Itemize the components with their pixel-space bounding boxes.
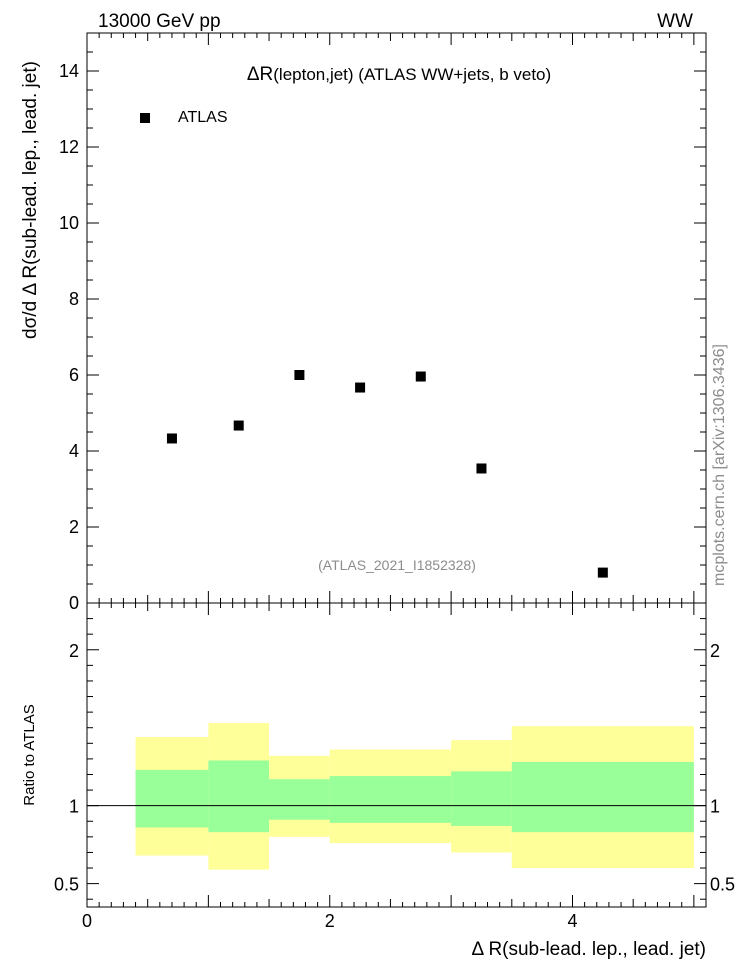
x-tick-label: 2 (325, 911, 335, 931)
side-note: mcplots.cern.ch [arXiv:1306.3436] (711, 344, 728, 586)
ratio-y-label: Ratio to ATLAS (21, 704, 38, 805)
main-y-tick-label: 4 (69, 441, 79, 461)
atlas-data-points (166, 370, 608, 578)
ratio-bands (135, 723, 694, 870)
atlas-data-point (294, 370, 305, 380)
ratio-inner-band (135, 769, 209, 828)
x-axis-label: Δ R(sub-lead. lep., lead. jet) (472, 939, 706, 960)
main-y-tick-label: 12 (59, 137, 79, 157)
main-title: ΔR(lepton,jet) (ATLAS WW+jets, b veto) (247, 64, 551, 85)
main-y-ticks: 0 2 4 6 8 10 12 14 (59, 32, 706, 613)
atlas-data-point (415, 371, 426, 382)
ratio-y-ticks: 0.5 0.5 1 1 2 2 (54, 618, 735, 900)
ratio-y-tick-label-right: 2 (710, 641, 720, 661)
atlas-data-point (597, 567, 608, 578)
ratio-inner-band (329, 776, 452, 823)
ratio-inner-band (208, 760, 270, 833)
analysis-label: (ATLAS_2021_I1852328) (318, 557, 476, 573)
main-title-rest: (lepton,jet) (ATLAS WW+jets, b veto) (273, 65, 551, 84)
ratio-y-tick-label: 2 (69, 641, 79, 661)
legend-entry-atlas: ATLAS (178, 109, 228, 126)
ratio-y-tick-label-right: 0.5 (710, 875, 735, 895)
main-y-tick-label: 10 (59, 213, 79, 233)
energy-label: 13000 GeV pp (98, 11, 221, 32)
ratio-inner-band (511, 762, 694, 833)
ratio-inner-band (451, 771, 512, 826)
ratio-y-tick-label-right: 1 (710, 797, 720, 817)
main-y-tick-label: 14 (59, 61, 79, 81)
ratio-frame (86, 602, 707, 908)
ratio-inner-band (269, 779, 330, 820)
legend-marker (140, 113, 150, 123)
atlas-data-point (476, 463, 487, 474)
ratio-x-ticks: 0 2 4 (82, 603, 695, 931)
atlas-data-point (166, 433, 177, 444)
main-y-tick-label: 0 (69, 593, 79, 613)
main-y-label: dσ/d Δ R(sub-lead. lep., lead. jet) (20, 61, 41, 339)
atlas-data-point (233, 420, 244, 431)
atlas-data-point (355, 382, 366, 393)
main-y-tick-label: 6 (69, 365, 79, 385)
ratio-y-tick-label: 0.5 (54, 875, 79, 895)
process-label: WW (657, 11, 693, 32)
main-y-tick-label: 8 (69, 289, 79, 309)
ratio-panel: 0.5 0.5 1 1 2 2 0 2 4 Ratio to ATLAS Δ R(sub-le… (21, 602, 735, 960)
ratio-y-tick-label: 1 (69, 797, 79, 817)
main-x-ticks (86, 33, 695, 603)
main-panel: 0 2 4 6 8 10 12 14 ΔR(lepton,jet) (ATLAS WW+jet… (20, 32, 707, 613)
main-y-tick-label: 2 (69, 517, 79, 537)
x-tick-label: 4 (567, 911, 577, 931)
main-title-symbol: ΔR (247, 64, 273, 85)
x-tick-label: 0 (82, 911, 92, 931)
